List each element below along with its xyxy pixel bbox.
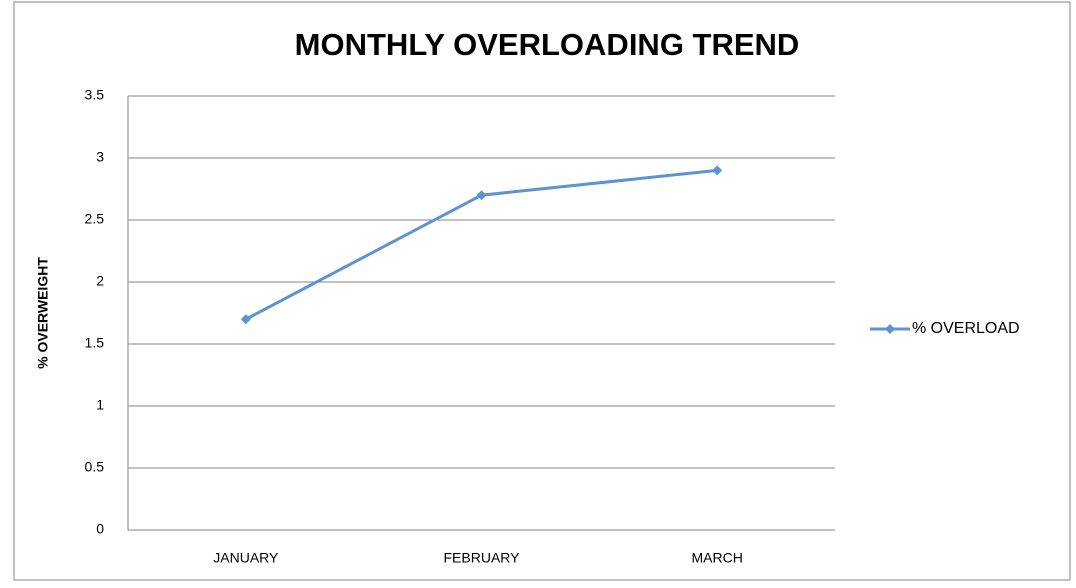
x-tick-label: FEBRUARY — [444, 550, 521, 566]
legend-label: % OVERLOAD — [912, 320, 1020, 337]
legend-marker — [885, 324, 895, 334]
chart-title: MONTHLY OVERLOADING TREND — [295, 27, 800, 62]
y-tick-label: 0 — [96, 521, 104, 537]
y-tick-label: 2 — [96, 273, 104, 289]
data-point — [712, 165, 723, 176]
x-tick-label: JANUARY — [213, 550, 279, 566]
y-tick-label: 1 — [96, 397, 104, 413]
data-point — [476, 190, 487, 201]
y-tick-label: 3 — [96, 149, 104, 165]
y-tick-label: 3.5 — [85, 87, 105, 103]
y-tick-label: 0.5 — [85, 459, 105, 475]
x-tick-label: MARCH — [691, 550, 742, 566]
y-tick-label: 1.5 — [85, 335, 105, 351]
y-tick-label: 2.5 — [85, 211, 105, 227]
y-axis-label: % OVERWEIGHT — [35, 257, 51, 369]
chart-frame — [13, 1, 1071, 581]
data-point — [240, 314, 251, 325]
